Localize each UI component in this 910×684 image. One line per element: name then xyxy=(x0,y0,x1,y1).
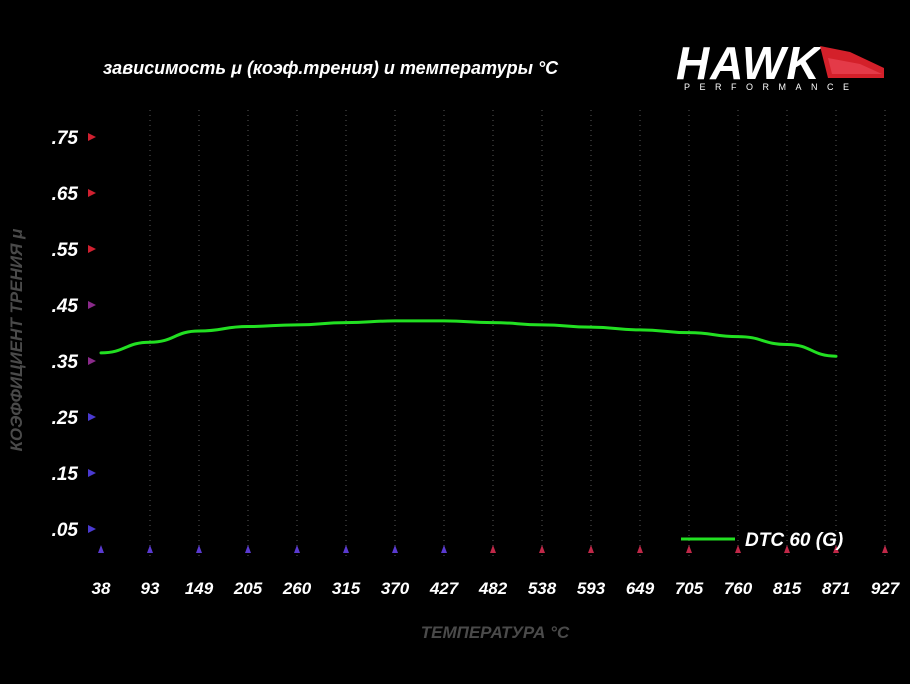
grid-lines xyxy=(149,110,886,556)
y-tick-label: .05 xyxy=(52,520,79,541)
x-tick-marker xyxy=(833,545,839,553)
y-tick-marker xyxy=(88,133,96,141)
y-tick-label: .15 xyxy=(52,464,79,485)
x-tick-marker xyxy=(392,545,398,553)
x-tick-marker xyxy=(686,545,692,553)
y-tick-label: .45 xyxy=(52,296,79,317)
x-tick-label: 38 xyxy=(92,579,111,598)
x-tick-label: 705 xyxy=(675,579,704,598)
logo-flag-icon xyxy=(820,46,884,78)
legend: DTC 60 (G) xyxy=(681,530,843,551)
x-tick-marker xyxy=(441,545,447,553)
y-tick-labels: .75 .65 .55 .45 .35 .25 .15 .05 xyxy=(52,128,96,541)
x-tick-marker xyxy=(882,545,888,553)
hawk-logo: HAWK PERFORMANCE xyxy=(672,40,887,95)
series-group xyxy=(99,319,838,358)
x-tick-marker xyxy=(196,545,202,553)
x-tick-marker xyxy=(637,545,643,553)
series-line-dtc60 xyxy=(99,319,838,358)
y-tick-label: .25 xyxy=(52,408,79,429)
y-tick-marker xyxy=(88,525,96,533)
x-tick-marker xyxy=(343,545,349,553)
y-tick-marker xyxy=(88,469,96,477)
y-axis-label: КОЭФФИЦИЕНТ ТРЕНИЯ μ xyxy=(7,228,26,451)
chart-title: зависимость μ (коэф.трения) и температур… xyxy=(103,58,559,78)
y-tick-marker xyxy=(88,301,96,309)
y-tick-label: .55 xyxy=(52,240,79,261)
x-tick-label: 427 xyxy=(429,579,460,598)
x-tick-label: 815 xyxy=(773,579,802,598)
x-tick-marker xyxy=(294,545,300,553)
legend-label: DTC 60 (G) xyxy=(745,530,843,551)
x-tick-label: 927 xyxy=(871,579,901,598)
x-tick-label: 871 xyxy=(822,579,850,598)
x-tick-label: 760 xyxy=(724,579,753,598)
logo-word: HAWK xyxy=(676,37,821,89)
x-tick-marker xyxy=(735,545,741,553)
x-tick-label: 315 xyxy=(332,579,361,598)
x-axis-label: ТЕМПЕРАТУРА °C xyxy=(421,623,570,642)
y-tick-label: .75 xyxy=(52,128,79,149)
y-tick-marker xyxy=(88,189,96,197)
y-tick-label: .65 xyxy=(52,184,79,205)
x-tick-marker xyxy=(588,545,594,553)
x-tick-labels: 38 93 149 205 260 315 370 427 482 538 593 649 705 760… xyxy=(92,545,901,598)
x-tick-marker xyxy=(98,545,104,553)
y-tick-marker xyxy=(88,413,96,421)
x-tick-marker xyxy=(147,545,153,553)
x-tick-label: 370 xyxy=(381,579,410,598)
y-tick-label: .35 xyxy=(52,352,79,373)
logo-subtitle: PERFORMANCE xyxy=(684,82,859,92)
x-tick-label: 538 xyxy=(528,579,557,598)
x-tick-label: 149 xyxy=(185,579,214,598)
x-tick-label: 482 xyxy=(478,579,508,598)
x-tick-label: 205 xyxy=(233,579,263,598)
x-tick-marker xyxy=(784,545,790,553)
x-tick-label: 593 xyxy=(577,579,606,598)
y-tick-marker xyxy=(88,357,96,365)
y-tick-marker xyxy=(88,245,96,253)
x-tick-label: 93 xyxy=(141,579,160,598)
x-tick-marker xyxy=(490,545,496,553)
x-tick-label: 260 xyxy=(282,579,312,598)
x-tick-marker xyxy=(539,545,545,553)
x-tick-label: 649 xyxy=(626,579,655,598)
x-tick-marker xyxy=(245,545,251,553)
